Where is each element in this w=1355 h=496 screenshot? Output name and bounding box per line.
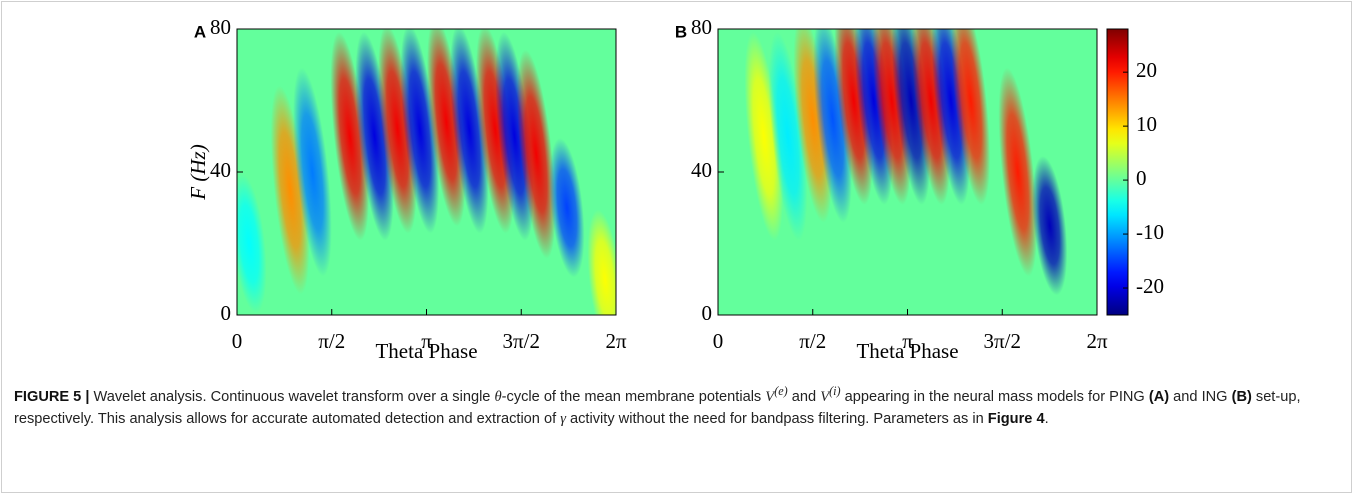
caption-text: activity without the need for bandpass f… [565,410,988,427]
colorbar-tick-label: 0 [1136,166,1147,190]
heatmap-blob [237,173,267,314]
y-axis-label: F (Hz) [186,144,210,200]
caption-math: V [820,388,830,405]
heatmap-blob [891,29,931,205]
heatmap-blob [293,67,332,277]
colorbar-tick-label: 20 [1136,58,1157,82]
x-tick-label: 2π [605,329,627,353]
y-tick-label: 0 [702,301,713,325]
heatmap-blob [270,85,310,295]
heatmap-blob [872,29,912,205]
y-tick-label: 80 [210,15,231,39]
y-tick-label: 80 [691,15,712,39]
heatmap-blob [449,29,489,234]
heatmap-blob [549,138,585,278]
x-tick-label: 2π [1086,329,1108,353]
caption-math: (i) [829,384,841,398]
caption-ref: (A) [1148,388,1170,405]
heatmap-blob [330,31,370,241]
caption-math: γ [560,410,566,427]
caption-text: -cycle of the mean membrane potentials [501,388,766,405]
x-tick-label: 3π/2 [503,329,540,353]
heatmap [718,29,1097,315]
caption-math: V [765,388,775,405]
figure: 0 π/2 π 3π/2 2π 0 40 80 Theta Phase F (Hz) A 0 π/2 π 3… [186,15,1164,363]
panel-label: A [194,22,206,41]
x-tick-label: π/2 [799,329,826,353]
x-tick-label: π [902,329,913,353]
heatmap-blob [911,29,951,205]
heatmap-blob [378,29,417,234]
colorbar [1106,28,1129,316]
caption-text: set-up, respectively. This analysis allo… [14,388,1301,427]
colorbar-tick-label: -20 [1136,274,1164,298]
x-axis-label: Theta Phase [856,339,958,363]
heatmap-blob [768,31,808,241]
caption-label: FIGURE 5 | [14,388,90,405]
heatmap-blob [793,29,833,223]
caption-text: appearing in the neural mass models for … [840,388,1149,405]
caption: FIGURE 5 | Wavelet analysis. Continuous … [14,380,1344,430]
caption-math: θ [494,388,502,405]
y-tick-label: 0 [221,301,232,325]
caption-ref: Figure 4 [987,410,1045,427]
heatmap-blob [516,49,556,259]
x-tick-label: 3π/2 [984,329,1021,353]
heatmap-blob [998,67,1038,277]
colorbar-tick-label: -10 [1136,220,1164,244]
colorbar-tick-label: 10 [1136,112,1157,136]
caption-ref: (B) [1231,388,1252,405]
heatmap-blob [744,31,784,241]
caption-text: and [787,388,821,405]
x-tick-label: 0 [713,329,724,353]
x-tick-label: π [421,329,432,353]
heatmap-blob [1032,155,1068,296]
caption-math: (e) [774,384,788,398]
heatmap-blob [495,31,534,241]
heatmap-blob [587,209,616,315]
heatmap-blob [951,29,991,205]
heatmap-blob [813,29,852,223]
heatmap-blob [834,29,874,205]
x-tick-label: 0 [232,329,243,353]
x-axis-label: Theta Phase [375,339,477,363]
caption-text: . [1044,410,1049,427]
heatmap-blob [931,29,971,205]
caption-text: and ING [1169,388,1232,405]
heatmap [237,29,616,315]
y-tick-label: 40 [210,158,231,182]
caption-text: Wavelet analysis. Continuous wavelet tra… [89,388,495,405]
x-tick-label: π/2 [318,329,345,353]
heatmap-blob [426,29,466,227]
heatmap-blob [400,29,440,234]
y-tick-label: 40 [691,158,712,182]
panel-label: B [675,22,687,41]
heatmap-blob [355,31,394,241]
